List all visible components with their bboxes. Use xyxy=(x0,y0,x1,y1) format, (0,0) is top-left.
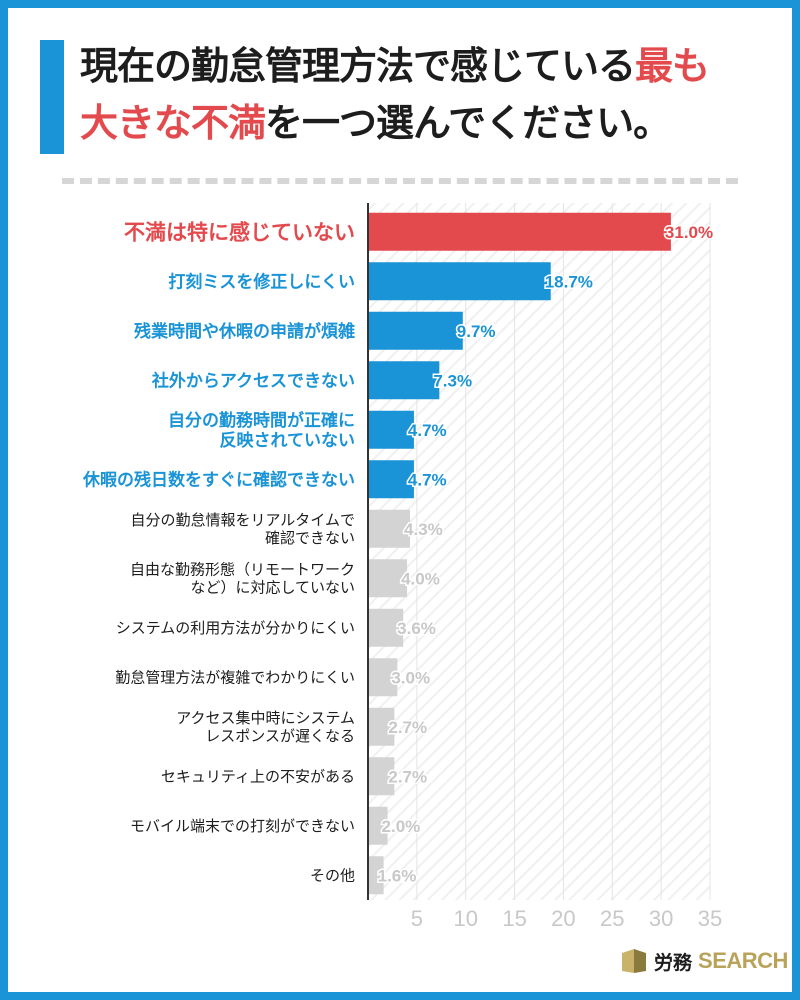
value-label: 4.0% xyxy=(401,569,440,588)
bar xyxy=(368,806,388,845)
category-label-line: 残業時間や休暇の申請が煩雑 xyxy=(134,321,355,342)
x-tick-label: 10 xyxy=(453,906,477,931)
category-label-line: レスポンスが遅くなる xyxy=(205,727,355,745)
x-tick-label: 30 xyxy=(649,906,673,931)
x-tick-label: 20 xyxy=(551,906,575,931)
title-line1: 現在の勤怠管理方法で感じている xyxy=(80,44,636,88)
x-tick-label: 35 xyxy=(698,906,722,931)
value-label: 2.7% xyxy=(388,718,427,737)
value-label: 31.0% xyxy=(665,223,713,242)
bar xyxy=(368,707,395,746)
value-label: 3.0% xyxy=(391,668,430,687)
bar xyxy=(368,410,414,449)
bar xyxy=(368,460,414,499)
value-label: 4.7% xyxy=(408,421,447,440)
category-label-line: 自分の勤怠情報をリアルタイムで xyxy=(130,511,355,529)
bar xyxy=(368,559,408,598)
x-tick-label: 5 xyxy=(411,906,423,931)
category-label-line: システムの利用方法が分かりにくい xyxy=(116,619,355,637)
category-label-line: など）に対応していない xyxy=(190,579,355,597)
category-label-line: 休暇の残日数をすぐに確認できない xyxy=(82,469,355,490)
logo-text-jp: 労務 xyxy=(654,951,693,974)
category-label: 打刻ミスを修正しにくい xyxy=(168,271,355,292)
bar xyxy=(368,509,411,548)
category-label: 自分の勤怠情報をリアルタイムで確認できない xyxy=(130,511,355,547)
title-line2-highlight: 大きな不満 xyxy=(80,101,266,145)
bar xyxy=(368,262,551,301)
logo-mark-icon xyxy=(622,949,646,973)
bar xyxy=(368,361,440,400)
bar-chart: 31.0% 不満は特に感じていない 18.7% 打刻ミスを修正しにくい 9.7% 残業時間… xyxy=(82,203,722,931)
bar xyxy=(368,658,398,697)
x-tick-label: 25 xyxy=(600,906,624,931)
category-label: 勤怠管理方法が複雑でわかりにくい xyxy=(115,669,355,687)
category-label: 残業時間や休暇の申請が煩雑 xyxy=(134,321,355,342)
category-label-line: 不満は特に感じていない xyxy=(124,220,355,244)
title-line1-highlight: 最も xyxy=(635,44,710,88)
chart-title: 現在の勤怠管理方法で感じている最も 大きな不満を一つ選んでください。 xyxy=(80,38,780,152)
category-label-line: 自由な勤務形態（リモートワーク xyxy=(130,561,355,579)
category-label-line: 社外からアクセスできない xyxy=(151,370,355,391)
value-label: 9.7% xyxy=(457,322,496,341)
value-label: 2.0% xyxy=(382,817,421,836)
value-label: 1.6% xyxy=(378,866,417,885)
brand-logo: 労務 SEARCH xyxy=(620,945,788,977)
value-label: 18.7% xyxy=(545,272,593,291)
category-label-line: アクセス集中時にシステム xyxy=(176,709,355,727)
category-label: モバイル端末での打刻ができない xyxy=(130,817,355,835)
value-label: 7.3% xyxy=(433,371,472,390)
title-line2: を一つ選んでください。 xyxy=(265,101,671,145)
category-label-line: 反映されていない xyxy=(220,430,356,451)
x-tick-label: 15 xyxy=(502,906,526,931)
category-label: 不満は特に感じていない xyxy=(124,220,355,244)
bar xyxy=(368,311,463,350)
category-label-line: 打刻ミスを修正しにくい xyxy=(168,271,355,292)
bar xyxy=(368,856,384,895)
category-label-line: セキュリティ上の不安がある xyxy=(161,768,355,786)
category-label: 休暇の残日数をすぐに確認できない xyxy=(82,469,355,490)
category-label-line: その他 xyxy=(310,867,355,885)
value-label: 4.3% xyxy=(404,520,443,539)
logo-text-en: SEARCH xyxy=(698,948,788,973)
bar xyxy=(368,757,395,796)
dashed-divider xyxy=(62,178,738,184)
category-label: 自分の勤務時間が正確に反映されていない xyxy=(168,410,355,451)
bar xyxy=(368,212,671,251)
value-label: 4.7% xyxy=(408,470,447,489)
category-label: アクセス集中時にシステムレスポンスが遅くなる xyxy=(176,709,355,745)
category-label: 自由な勤務形態（リモートワークなど）に対応していない xyxy=(130,561,355,597)
category-label: 社外からアクセスできない xyxy=(151,370,355,391)
category-label-line: モバイル端末での打刻ができない xyxy=(130,817,355,835)
category-label-line: 確認できない xyxy=(265,529,355,547)
value-label: 2.7% xyxy=(388,767,427,786)
plot-background xyxy=(368,203,710,900)
category-label: システムの利用方法が分かりにくい xyxy=(116,619,355,637)
value-label: 3.6% xyxy=(397,619,436,638)
category-label-line: 自分の勤務時間が正確に xyxy=(168,410,355,431)
category-label: その他 xyxy=(310,867,355,885)
title-accent-bar xyxy=(40,40,64,154)
bar xyxy=(368,608,404,647)
category-label: セキュリティ上の不安がある xyxy=(161,768,355,786)
category-label-line: 勤怠管理方法が複雑でわかりにくい xyxy=(115,669,355,687)
